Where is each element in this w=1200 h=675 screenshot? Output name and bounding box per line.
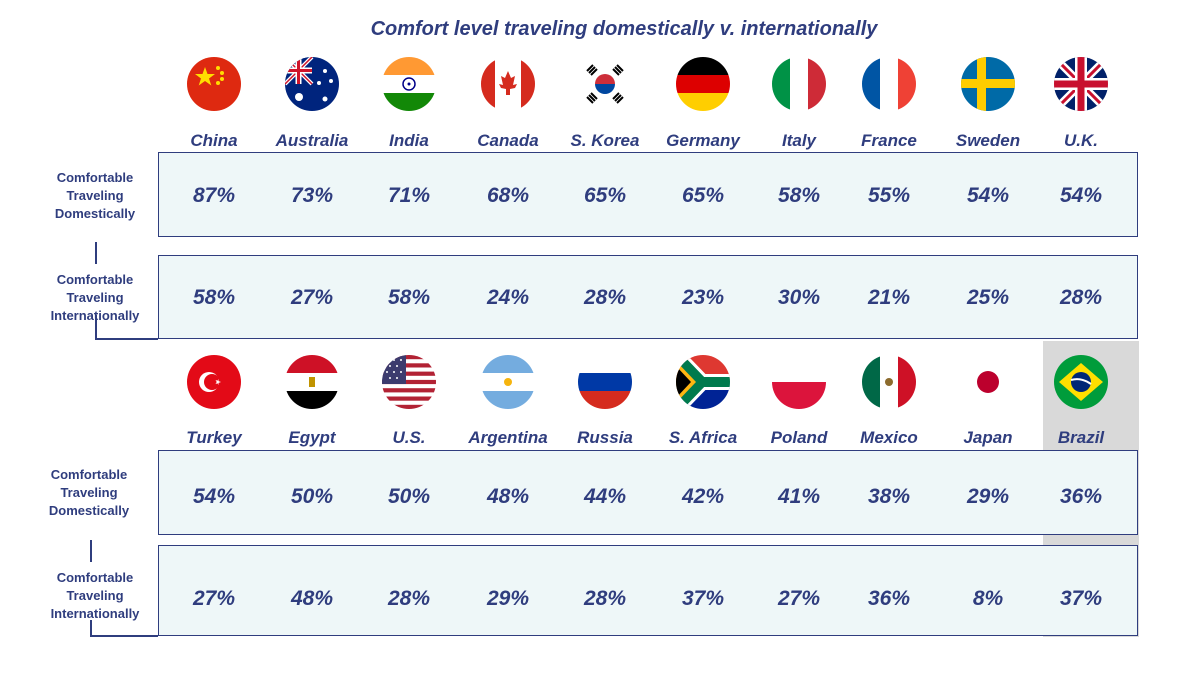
international-value: 28% xyxy=(1059,286,1103,309)
domestic-value: 71% xyxy=(387,184,431,207)
country-label: Mexico xyxy=(860,428,918,447)
row-label-domestic: Comfortable Traveling Domestically xyxy=(48,467,130,518)
india-flag-icon xyxy=(382,57,436,111)
australia-flag-icon xyxy=(285,57,339,111)
international-value: 23% xyxy=(681,286,725,309)
domestic-value: 68% xyxy=(486,184,530,207)
country-label: France xyxy=(861,131,917,150)
country-label: Australia xyxy=(275,131,349,150)
international-value: 27% xyxy=(192,587,236,610)
international-value: 37% xyxy=(681,587,725,610)
country-label: India xyxy=(389,131,429,150)
international-value: 21% xyxy=(867,286,911,309)
country-label: Canada xyxy=(477,131,539,150)
country-label: S. Africa xyxy=(668,428,738,447)
domestic-value: 73% xyxy=(290,184,334,207)
country-label: Japan xyxy=(963,428,1013,447)
international-value: 58% xyxy=(192,286,236,309)
italy-flag-icon xyxy=(772,57,826,111)
japan-flag-icon xyxy=(961,355,1015,409)
domestic-value: 54% xyxy=(1059,184,1103,207)
france-flag-icon xyxy=(862,57,916,111)
domestic-value: 38% xyxy=(867,485,911,508)
international-value: 48% xyxy=(290,587,334,610)
international-value: 24% xyxy=(486,286,530,309)
canada-flag-icon xyxy=(481,57,535,111)
domestic-value: 48% xyxy=(486,485,530,508)
poland-flag-icon xyxy=(772,355,826,409)
country-label: China xyxy=(190,131,238,150)
domestic-value: 65% xyxy=(583,184,627,207)
country-label: Germany xyxy=(666,131,740,150)
domestic-value: 55% xyxy=(867,184,911,207)
country-label: Poland xyxy=(770,428,828,447)
bracket-line xyxy=(90,620,92,636)
country-label: U.S. xyxy=(392,428,426,447)
international-value: 29% xyxy=(486,587,530,610)
country-label: Argentina xyxy=(468,428,548,447)
bracket-line xyxy=(95,315,97,339)
domestic-row-group-2 xyxy=(158,450,1138,535)
domestic-value: 87% xyxy=(192,184,236,207)
country-label: Brazil xyxy=(1057,428,1105,447)
international-value: 36% xyxy=(867,587,911,610)
domestic-value: 44% xyxy=(583,485,627,508)
sweden-flag-icon xyxy=(961,57,1015,111)
germany-flag-icon xyxy=(676,57,730,111)
russia-flag-icon xyxy=(578,355,632,409)
international-value: 28% xyxy=(583,286,627,309)
china-flag-icon xyxy=(187,57,241,111)
domestic-value: 29% xyxy=(966,485,1010,508)
brazil-flag-icon xyxy=(1054,355,1108,409)
international-row-group-2 xyxy=(158,545,1138,636)
domestic-value: 36% xyxy=(1059,485,1103,508)
bracket-line xyxy=(95,338,158,340)
international-value: 37% xyxy=(1059,587,1103,610)
domestic-value: 65% xyxy=(681,184,725,207)
international-value: 58% xyxy=(387,286,431,309)
uk-flag-icon xyxy=(1054,57,1108,111)
country-label: Egypt xyxy=(288,428,336,447)
domestic-value: 54% xyxy=(966,184,1010,207)
domestic-row-group-1 xyxy=(158,152,1138,237)
international-value: 27% xyxy=(290,286,334,309)
turkey-flag-icon xyxy=(187,355,241,409)
row-label-domestic: Comfortable Traveling Domestically xyxy=(54,170,136,221)
row-label-international: Comfortable Traveling Internationally xyxy=(50,272,140,323)
international-value: 25% xyxy=(966,286,1010,309)
chart-title: Comfort level traveling domestically v. … xyxy=(370,18,878,40)
bracket-line xyxy=(90,635,158,637)
country-label: Turkey xyxy=(186,428,242,447)
bracket-line xyxy=(95,242,97,264)
domestic-value: 41% xyxy=(777,485,821,508)
international-value: 28% xyxy=(583,587,627,610)
south-africa-flag-icon xyxy=(676,355,730,409)
international-row-group-1 xyxy=(158,255,1138,339)
international-value: 30% xyxy=(777,286,821,309)
domestic-value: 54% xyxy=(192,485,236,508)
country-label: Russia xyxy=(577,428,633,447)
international-value: 27% xyxy=(777,587,821,610)
us-flag-icon xyxy=(382,355,436,409)
international-value: 28% xyxy=(387,587,431,610)
argentina-flag-icon xyxy=(481,355,535,409)
egypt-flag-icon xyxy=(285,355,339,409)
row-label-international: Comfortable Traveling Internationally xyxy=(50,570,140,621)
domestic-value: 42% xyxy=(681,485,725,508)
country-label: Sweden xyxy=(955,131,1021,150)
mexico-flag-icon xyxy=(862,355,916,409)
domestic-value: 50% xyxy=(290,485,334,508)
country-label: U.K. xyxy=(1064,131,1098,150)
bracket-line xyxy=(90,540,92,562)
country-label: S. Korea xyxy=(570,131,640,150)
south-korea-flag-icon xyxy=(578,57,632,111)
domestic-value: 58% xyxy=(777,184,821,207)
country-label: Italy xyxy=(781,131,817,150)
international-value: 8% xyxy=(972,587,1004,610)
domestic-value: 50% xyxy=(387,485,431,508)
